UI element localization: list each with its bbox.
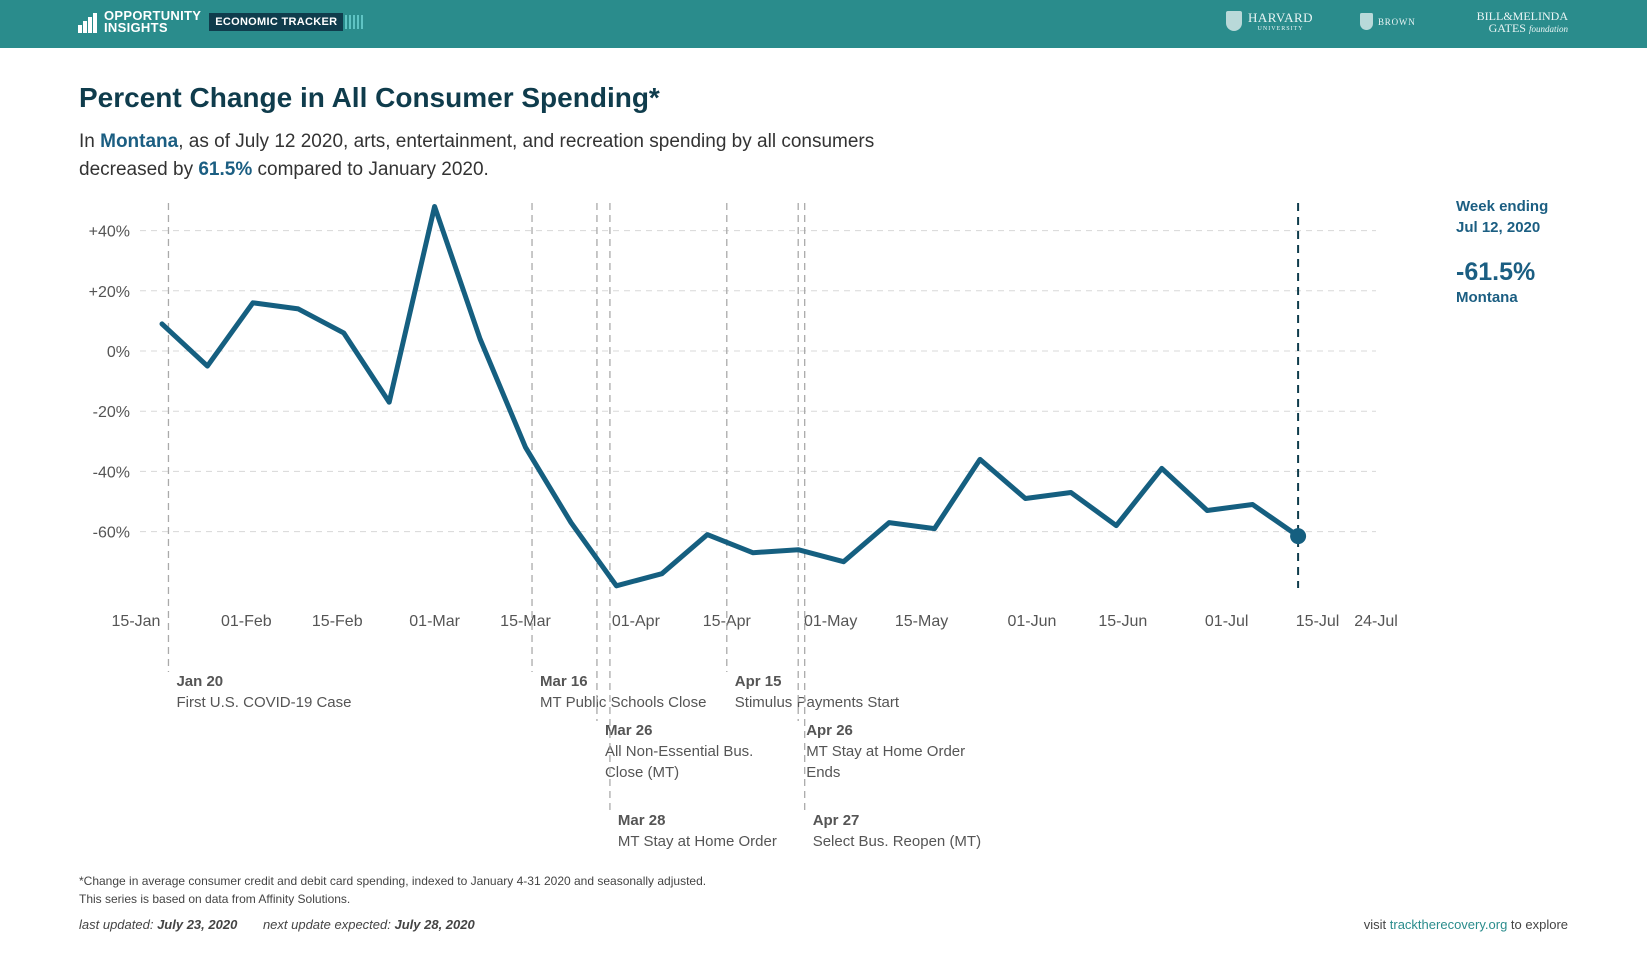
x-tick-label: 01-Mar [409,613,460,630]
x-tick-label: 15-Jan [112,613,161,630]
series-line-montana [159,204,1301,589]
gates-foundation-logo[interactable]: BILL&MELINDA GATES foundation [1458,10,1568,35]
x-tick-label: 01-Feb [221,613,272,630]
chart-title: Percent Change in All Consumer Spending* [79,82,660,113]
x-tick-label: 01-Apr [612,613,661,630]
subtitle-part3: compared to January 2020. [252,159,489,180]
update-info: last updated: July 23, 2020 next update … [79,917,475,932]
event-label: All Non-Essential Bus. [605,743,753,760]
event-date: Apr 27 [813,812,860,829]
harvard-shield-icon [1226,11,1242,31]
gates-line1: BILL&MELINDA [1476,9,1568,23]
event-label: Select Bus. Reopen (MT) [813,833,981,850]
event-label: MT Public Schools Close [540,694,706,711]
economic-tracker-tag: ECONOMIC TRACKER [209,13,344,31]
visit-prefix: visit [1363,917,1390,932]
opportunity-insights-logo[interactable]: OPPORTUNITY INSIGHTS ECONOMIC TRACKER [78,8,364,35]
y-tick-label: -20% [93,404,130,421]
week-line1: Week ending [1456,198,1549,215]
y-tick-label: +20% [89,284,130,301]
event-label: Close (MT) [605,764,679,781]
event-label: MT Stay at Home Order [806,743,965,760]
event-date: Jan 20 [176,673,223,690]
last-updated-date: July 23, 2020 [157,917,238,932]
bars-logo-icon [78,11,100,33]
brown-name: BROWN [1378,16,1416,27]
next-update-date: July 28, 2020 [394,917,475,932]
x-tick-label: 15-Jul [1296,613,1340,630]
chart-subtitle: In Montana, as of July 12 2020, arts, en… [79,128,879,184]
side-panel: Week ending Jul 12, 2020 -61.5% Montana [1456,196,1548,306]
x-tick-label: 24-Jul [1354,613,1398,630]
harvard-logo[interactable]: HARVARD UNIVERSITY [1226,10,1313,32]
visit-note: visit tracktherecovery.org to explore [1364,917,1568,932]
brand-line1: OPPORTUNITY [104,8,202,23]
x-tick-label: 15-Jun [1098,613,1147,630]
x-tick-label: 15-Apr [703,613,752,630]
event-label: MT Stay at Home Order [618,833,777,850]
current-value: -61.5% [1456,258,1536,286]
subtitle-state: Montana [100,131,179,152]
visit-suffix: to explore [1507,917,1568,932]
footnote-line1: *Change in average consumer credit and d… [79,874,707,888]
event-label: Stimulus Payments Start [735,694,900,711]
y-tick-label: +40% [89,224,130,241]
footnote-line2: This series is based on data from Affini… [79,892,351,906]
gates-line2: GATES [1488,21,1526,35]
brand-line2: INSIGHTS [104,20,168,35]
event-date: Mar 28 [618,812,666,829]
current-value-point [1290,528,1307,545]
brown-logo[interactable]: BROWN [1360,13,1416,30]
x-tick-label: 15-May [895,613,948,630]
y-tick-label: 0% [107,344,130,361]
tracker-link[interactable]: tracktherecovery.org [1389,917,1508,932]
x-tick-label: 01-Jun [1007,613,1056,630]
y-tick-label: -60% [93,525,130,542]
y-tick-label: -40% [93,464,130,481]
x-tick-label: 15-Mar [500,613,551,630]
event-label: First U.S. COVID-19 Case [176,694,351,711]
subtitle-part2: , as of July 12 2020, arts, entertainmen… [79,131,875,180]
header-bar: OPPORTUNITY INSIGHTS ECONOMIC TRACKER HA… [0,0,1647,48]
subtitle-part1: In [79,131,101,152]
harvard-sub: UNIVERSITY [1257,26,1304,32]
current-state: Montana [1456,289,1518,306]
event-label: Ends [806,764,840,781]
event-date: Mar 26 [605,722,653,739]
footnote: *Change in average consumer credit and d… [79,872,706,908]
gates-sub: foundation [1528,24,1568,34]
brown-shield-icon [1360,13,1373,30]
event-date: Apr 15 [735,673,782,690]
stripes-icon [345,15,364,29]
harvard-name: HARVARD [1248,10,1314,25]
week-line2: Jul 12, 2020 [1456,219,1541,236]
subtitle-percent: 61.5% [198,159,253,180]
next-update-label: next update expected: [262,917,391,932]
last-updated-label: last updated: [79,917,154,932]
x-tick-label: 01-Jul [1205,613,1249,630]
event-date: Apr 26 [806,722,853,739]
x-tick-label: 01-May [804,613,857,630]
x-tick-label: 15-Feb [312,613,363,630]
event-date: Mar 16 [540,673,588,690]
